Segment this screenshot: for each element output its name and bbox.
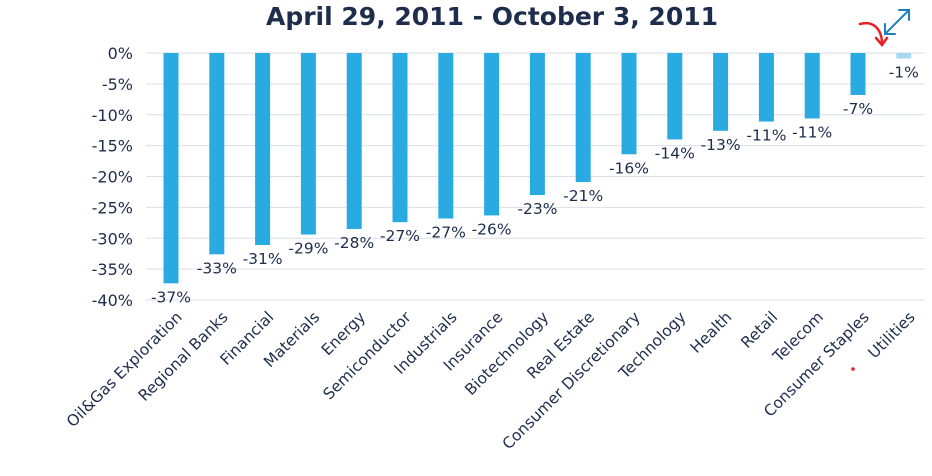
- bar: [300, 53, 316, 235]
- bar: [575, 53, 591, 183]
- data-label: -26%: [472, 220, 512, 238]
- data-label: -11%: [746, 127, 786, 145]
- data-label: -21%: [563, 187, 603, 205]
- y-tick-label: -25%: [92, 198, 133, 217]
- bar: [392, 53, 408, 223]
- data-labels: -37% -33% -31% -29% -28% -27% -27% -26% -23% -21%…: [151, 64, 919, 307]
- data-label: -7%: [843, 100, 873, 118]
- y-tick-label: -15%: [92, 137, 133, 156]
- data-label: -28%: [334, 234, 374, 252]
- data-label: -31%: [243, 250, 283, 268]
- y-tick-label: -5%: [102, 75, 133, 94]
- data-label: -27%: [380, 227, 420, 245]
- data-label: -11%: [792, 123, 832, 141]
- bar: [621, 53, 637, 155]
- data-label: -37%: [151, 288, 191, 306]
- category-label: Health: [687, 308, 736, 357]
- red-curved-arrow-icon: [858, 21, 889, 48]
- bar: [255, 53, 271, 246]
- bar: [850, 53, 866, 95]
- bars: [163, 53, 912, 284]
- bar: [438, 53, 454, 219]
- data-label: -1%: [889, 64, 919, 82]
- y-tick-label: 0%: [108, 44, 133, 63]
- y-tick-label: -10%: [92, 106, 133, 125]
- bar: [804, 53, 820, 119]
- expand-arrows-icon[interactable]: [884, 9, 910, 35]
- bar: [346, 53, 362, 229]
- y-axis-ticks: 0% -5% -10% -15% -20% -25% -30% -35% -40%: [92, 44, 133, 310]
- data-label: -14%: [655, 144, 695, 162]
- y-tick-label: -40%: [92, 291, 133, 310]
- bar: [713, 53, 729, 131]
- data-label: -16%: [609, 159, 649, 177]
- red-dot-annotation: [851, 367, 855, 371]
- data-label: -13%: [701, 136, 741, 154]
- bar: [209, 53, 225, 255]
- bar: [896, 53, 912, 59]
- data-label: -33%: [197, 259, 237, 277]
- data-label: -23%: [517, 200, 557, 218]
- y-tick-label: -20%: [92, 168, 133, 187]
- y-tick-label: -30%: [92, 229, 133, 248]
- bar: [484, 53, 500, 216]
- bar: [529, 53, 545, 196]
- data-label: -29%: [288, 240, 328, 258]
- bar: [163, 53, 179, 284]
- category-label: Utilities: [865, 308, 919, 362]
- bar: [758, 53, 774, 122]
- chart-title: April 29, 2011 - October 3, 2011: [266, 2, 718, 31]
- category-label: Retail: [738, 308, 782, 352]
- y-tick-label: -35%: [92, 260, 133, 279]
- data-label: -27%: [426, 223, 466, 241]
- bar: [667, 53, 683, 140]
